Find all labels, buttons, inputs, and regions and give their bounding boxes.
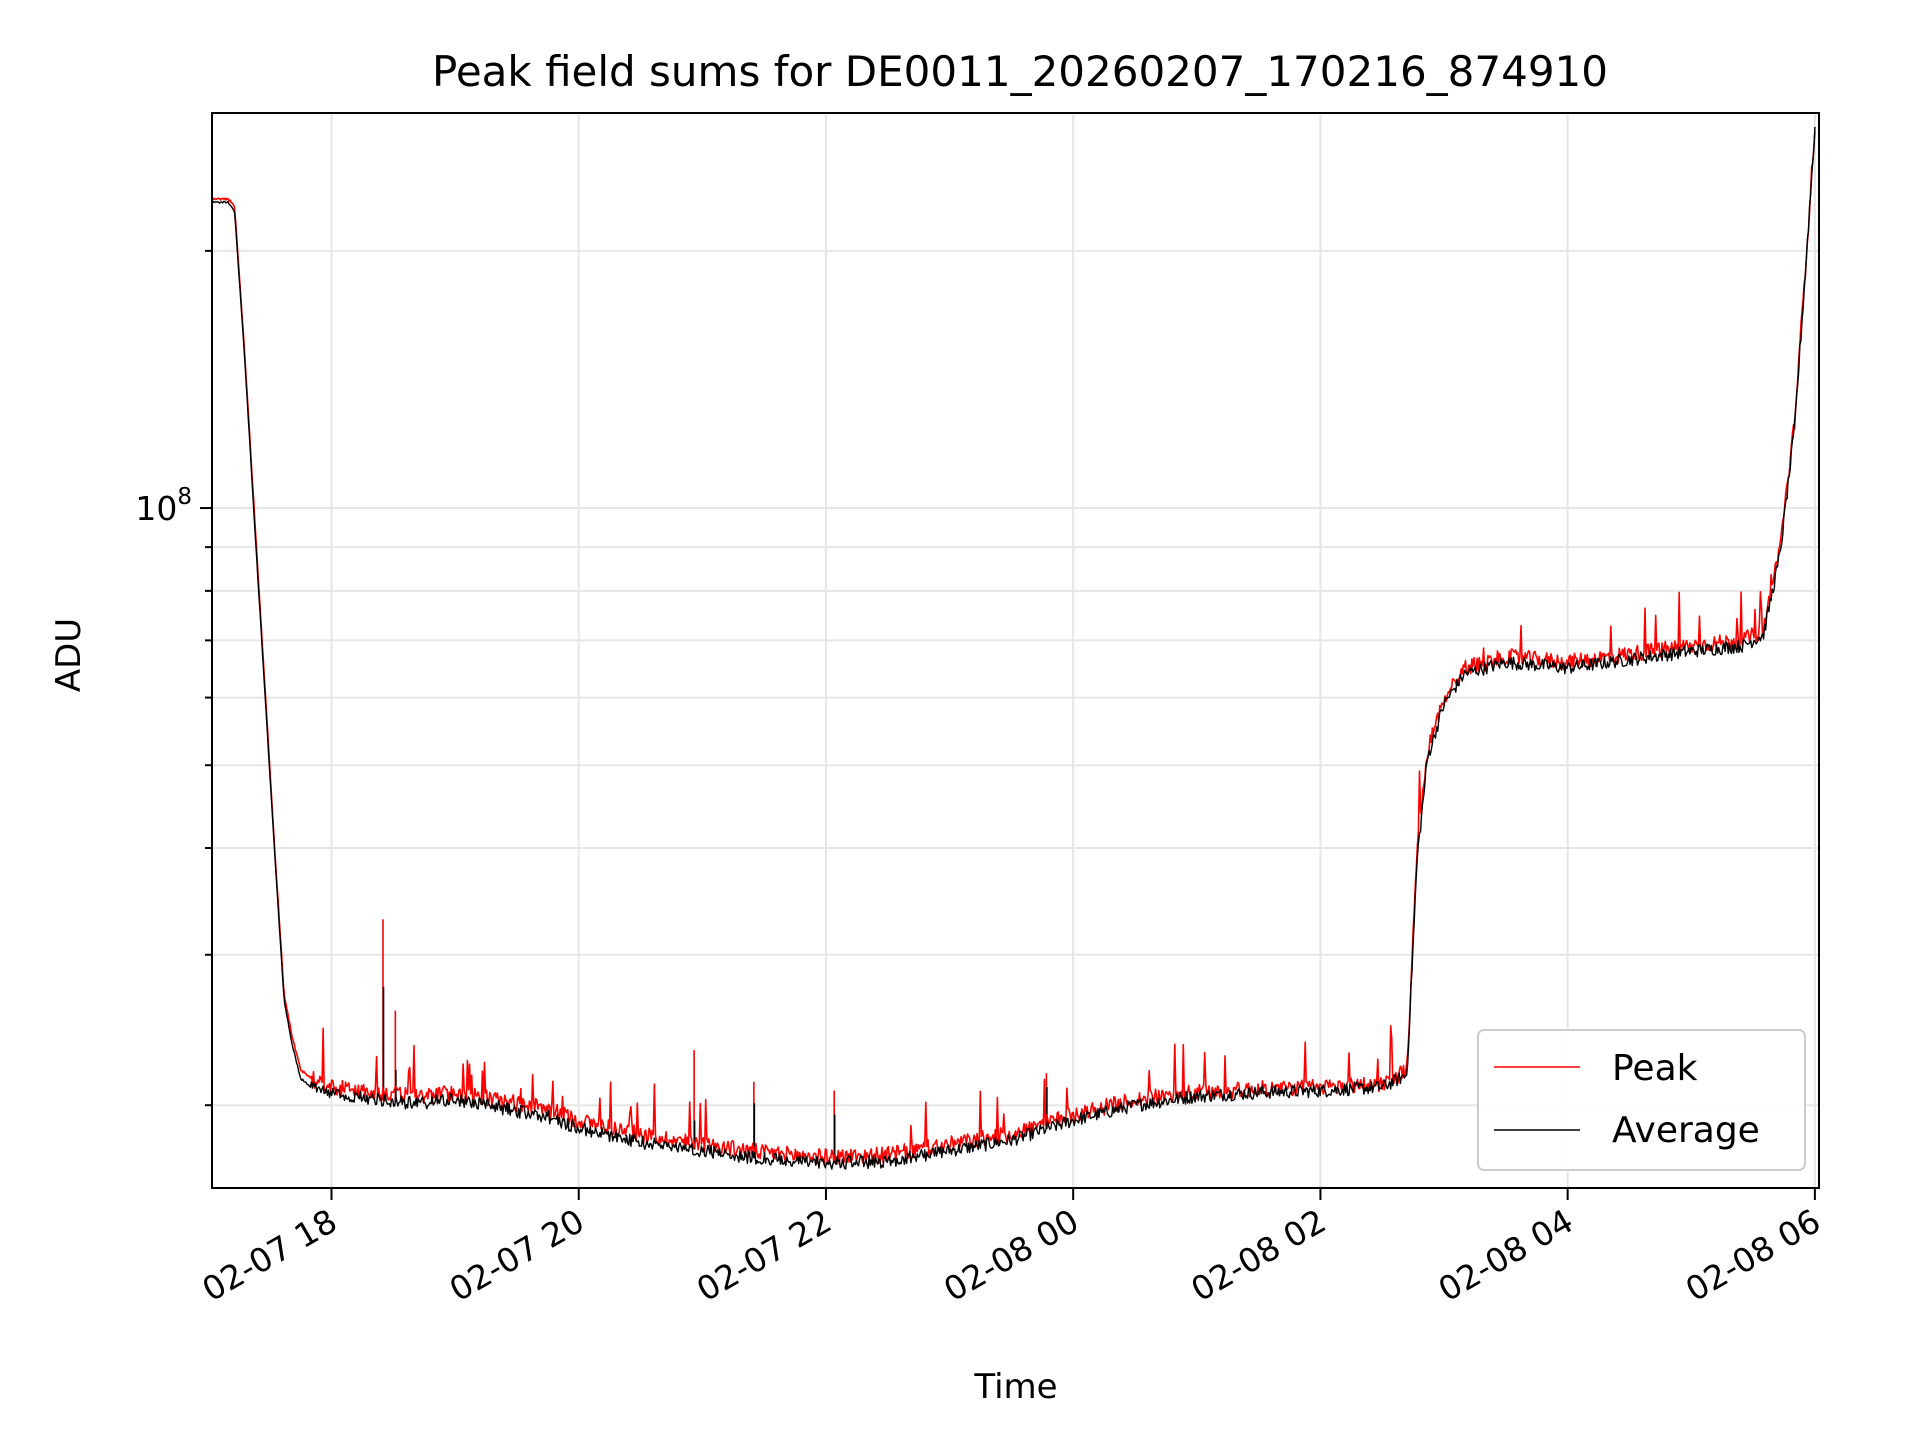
y-axis: 108 [135, 249, 212, 1107]
chart-title: Peak field sums for DE0011_20260207_1702… [432, 47, 1608, 96]
legend-peak-label: Peak [1612, 1048, 1698, 1089]
plot-frame [211, 112, 1820, 1189]
legend-box [1477, 1029, 1806, 1171]
legend: Peak Average [1477, 1029, 1806, 1171]
y-tick-label: 108 [135, 484, 192, 528]
legend-average-label: Average [1612, 1110, 1760, 1151]
grid [212, 113, 1819, 1188]
plot-background [212, 113, 1819, 1188]
series-average-line [211, 126, 1816, 1170]
y-axis-label: ADU [49, 618, 89, 692]
plot-area [211, 112, 1820, 1189]
series [211, 126, 1816, 1170]
x-axis-label: Time [973, 1367, 1057, 1407]
